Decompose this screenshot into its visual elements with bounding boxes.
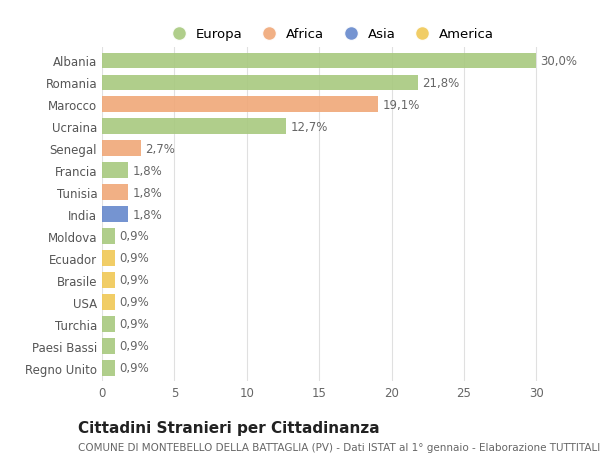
Bar xyxy=(102,272,115,288)
Text: 12,7%: 12,7% xyxy=(290,121,328,134)
Text: 0,9%: 0,9% xyxy=(119,340,149,353)
Bar xyxy=(102,185,128,201)
Text: 0,9%: 0,9% xyxy=(119,252,149,265)
Bar xyxy=(102,119,286,135)
Bar xyxy=(102,163,128,179)
Text: 1,8%: 1,8% xyxy=(133,186,162,199)
Bar xyxy=(102,251,115,266)
Bar xyxy=(102,141,141,157)
Text: 30,0%: 30,0% xyxy=(541,55,578,68)
Text: 0,9%: 0,9% xyxy=(119,274,149,287)
Text: Cittadini Stranieri per Cittadinanza: Cittadini Stranieri per Cittadinanza xyxy=(78,420,380,435)
Bar xyxy=(102,338,115,354)
Text: 2,7%: 2,7% xyxy=(145,142,175,156)
Text: COMUNE DI MONTEBELLO DELLA BATTAGLIA (PV) - Dati ISTAT al 1° gennaio - Elaborazi: COMUNE DI MONTEBELLO DELLA BATTAGLIA (PV… xyxy=(78,442,600,452)
Bar xyxy=(102,207,128,223)
Text: 21,8%: 21,8% xyxy=(422,77,459,90)
Bar xyxy=(102,53,536,69)
Bar xyxy=(102,229,115,244)
Text: 0,9%: 0,9% xyxy=(119,361,149,375)
Text: 0,9%: 0,9% xyxy=(119,230,149,243)
Text: 19,1%: 19,1% xyxy=(383,99,420,112)
Text: 1,8%: 1,8% xyxy=(133,164,162,177)
Bar xyxy=(102,360,115,376)
Bar xyxy=(102,97,379,113)
Text: 0,9%: 0,9% xyxy=(119,318,149,330)
Text: 1,8%: 1,8% xyxy=(133,208,162,221)
Legend: Europa, Africa, Asia, America: Europa, Africa, Asia, America xyxy=(160,23,500,47)
Text: 0,9%: 0,9% xyxy=(119,296,149,308)
Bar xyxy=(102,294,115,310)
Bar xyxy=(102,75,418,91)
Bar xyxy=(102,316,115,332)
